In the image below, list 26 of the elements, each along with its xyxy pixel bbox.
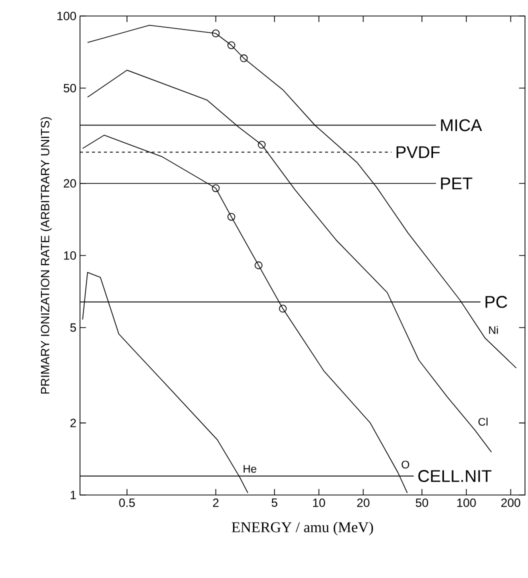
y-tick-label: 100 [57,12,76,20]
y-tick-label: 1 [70,490,76,500]
series-label: O [402,460,410,468]
x-tick-label: 100 [457,498,476,507]
x-tick-label: 20 [357,498,370,507]
x-tick-label: 5 [272,498,278,507]
y-tick-label: 5 [70,323,76,332]
ref-line-label: PET [441,178,472,190]
y-tick-label: 2 [70,418,76,428]
ref-line-label: MICA [441,119,482,132]
ref-line-label: PC [486,296,508,308]
series-label: Cl [478,418,488,426]
legend-label: Ni [489,326,498,334]
y-tick-label: 20 [64,179,76,188]
series-label: He [244,465,256,473]
x-tick-label: 50 [416,498,428,507]
y-axis-title: PRIMARY IONIZATION RATE (ARBITRARY UNITS) [40,117,52,394]
x-tick-label: 200 [501,498,520,507]
x-tick-label: 10 [313,498,326,507]
y-tick-label: 10 [64,251,76,260]
ref-line-label: CELL.NIT [418,470,492,482]
x-tick-label: 2 [213,498,219,507]
x-axis-title: ENERGY / amu (MeV) [232,522,374,536]
y-tick-label: 50 [64,84,76,92]
ref-line-label: PVDF [396,146,440,158]
x-tick-label: 0.5 [119,498,135,507]
